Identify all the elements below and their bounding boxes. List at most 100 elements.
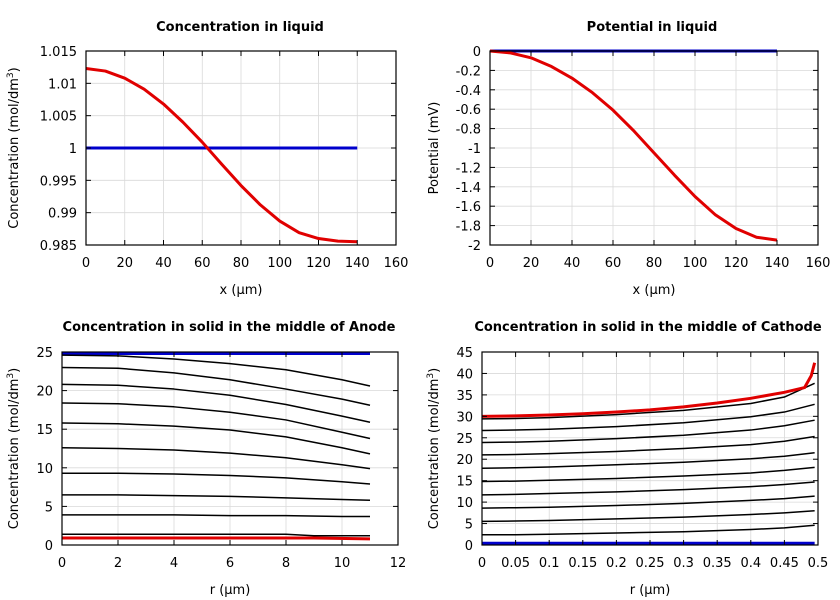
series-line	[85, 66, 358, 244]
series-line	[62, 514, 370, 518]
chart-solid-concentration-cathode: 0 0.05 0.1 0.15 0.2 0.25 0.3 0.35 0.4 0.45 0.5 0 5 10…	[426, 320, 828, 598]
x-tick-label: 20	[116, 256, 133, 271]
x-tick-label: 120	[724, 256, 749, 271]
series-line	[61, 422, 371, 455]
y-tick-label: -1	[468, 142, 481, 157]
x-tick-label: 20	[523, 256, 540, 271]
y-tick-label: 25	[36, 346, 53, 361]
series-line	[481, 481, 815, 496]
chart-title: Concentration in solid in the middle of …	[63, 320, 396, 335]
y-tick-label: -0.8	[456, 123, 481, 138]
y-tick-label: -1.2	[456, 161, 481, 176]
series-line	[62, 536, 371, 541]
chart-potential-in-liquid: 0 20 40 60 80 100 120 140 160 0 -0.2 -0.4 -0.6 -0.8 -1…	[427, 20, 830, 298]
series-line	[61, 446, 371, 470]
y-axis-label: Potential (mV)	[427, 102, 442, 195]
x-tick-label: 160	[384, 256, 409, 271]
y-tick-label: 20	[36, 385, 53, 400]
x-tick-label: 80	[646, 256, 663, 271]
x-tick-label: 100	[683, 256, 708, 271]
x-tick-label: 0.15	[568, 556, 597, 571]
y-tick-label: 5	[465, 518, 473, 533]
x-tick-label: 0.05	[501, 556, 530, 571]
x-tick-label: 60	[194, 256, 211, 271]
x-axis-label: x (µm)	[220, 283, 263, 298]
series-line	[481, 403, 815, 432]
x-tick-label: 0	[82, 256, 90, 271]
x-tick-label: 0.5	[808, 556, 829, 571]
x-tick-label: 0.35	[703, 556, 732, 571]
x-tick-label: 0.2	[606, 556, 627, 571]
series-line	[481, 466, 815, 483]
x-tick-label: 0	[478, 556, 486, 571]
x-tick-label: 140	[765, 256, 790, 271]
series-line	[61, 402, 371, 440]
x-tick-label: 10	[334, 556, 351, 571]
y-tick-label: 40	[456, 367, 473, 382]
series-line	[481, 382, 815, 420]
x-tick-label: 140	[345, 256, 370, 271]
y-tick-label: 30	[456, 410, 473, 425]
x-tick-label: 100	[267, 256, 292, 271]
series-line	[481, 362, 817, 418]
y-tick-label: 0.985	[40, 239, 77, 254]
chart-title: Concentration in solid in the middle of …	[474, 320, 822, 335]
y-tick-label: 0.99	[48, 207, 77, 222]
y-tick-label: 1	[69, 142, 77, 157]
x-tick-label: 40	[564, 256, 581, 271]
x-tick-label: 8	[282, 556, 290, 571]
y-tick-label: -2	[468, 239, 481, 254]
x-tick-label: 0.45	[770, 556, 799, 571]
series-line	[62, 494, 371, 501]
x-tick-label: 80	[233, 256, 250, 271]
y-tick-label: 25	[456, 432, 473, 447]
series-line	[61, 366, 371, 407]
y-tick-label: 35	[456, 389, 473, 404]
x-tick-label: 60	[605, 256, 622, 271]
y-tick-label: 0	[45, 539, 53, 554]
x-tick-label: 2	[114, 556, 122, 571]
y-tick-label: 20	[456, 453, 473, 468]
series-line	[481, 435, 815, 456]
x-tick-label: 160	[806, 256, 831, 271]
y-tick-label: 45	[456, 346, 473, 361]
x-tick-label: 0	[486, 256, 494, 271]
x-axis-label: x (µm)	[633, 283, 676, 298]
y-tick-label: 15	[36, 423, 53, 438]
y-axis-label: Concentration (mol/dm3)	[426, 368, 442, 530]
y-tick-label: -1.4	[456, 181, 481, 196]
y-tick-label: 10	[456, 496, 473, 511]
y-axis-label: Concentration (mol/dm3)	[6, 67, 22, 229]
y-tick-label: 10	[36, 462, 53, 477]
series-line	[61, 354, 371, 387]
y-tick-label: 1.015	[40, 45, 77, 60]
y-tick-label: -0.2	[456, 64, 481, 79]
y-tick-label: -1.8	[456, 220, 481, 235]
x-tick-label: 120	[306, 256, 331, 271]
x-tick-label: 40	[155, 256, 172, 271]
x-tick-label: 0	[58, 556, 66, 571]
series-line	[489, 49, 778, 242]
chart-solid-concentration-anode: 0 2 4 6 8 10 12 0 5 10 15 20 25 Concentration in soli…	[6, 320, 406, 598]
y-tick-label: 1.01	[48, 77, 77, 92]
x-tick-label: 0.25	[636, 556, 665, 571]
y-tick-label: 0	[465, 539, 473, 554]
chart-concentration-in-liquid: 0 20 40 60 80 100 120 140 160 0.985 0.99 0.995 1 1.00…	[6, 20, 408, 298]
x-axis-label: r (µm)	[210, 583, 251, 598]
series-line	[481, 419, 815, 444]
y-tick-label: -1.6	[456, 200, 481, 215]
y-tick-label: -0.6	[456, 103, 481, 118]
y-tick-label: 15	[456, 475, 473, 490]
series-line	[62, 472, 371, 485]
y-tick-label: 1.005	[40, 110, 77, 125]
series-line	[481, 495, 815, 509]
x-tick-label: 0.1	[539, 556, 560, 571]
x-axis-label: r (µm)	[630, 583, 671, 598]
x-tick-label: 0.3	[673, 556, 694, 571]
y-tick-label: 0.995	[40, 174, 77, 189]
series-line	[481, 452, 815, 469]
chart-title: Potential in liquid	[587, 20, 718, 35]
series-line	[481, 509, 815, 523]
y-axis-label: Concentration (mol/dm3)	[6, 368, 22, 530]
